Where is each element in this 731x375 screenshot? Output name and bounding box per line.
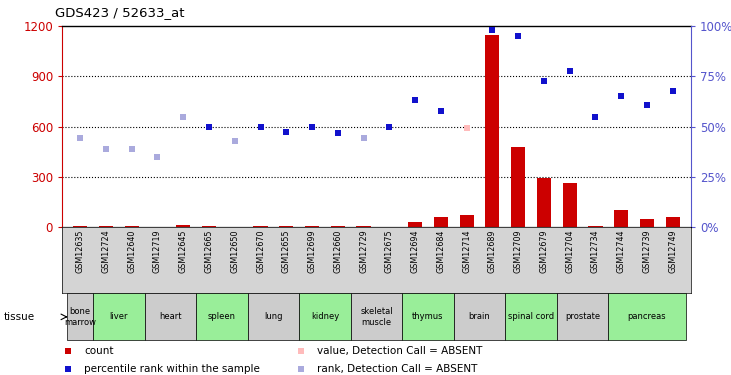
Bar <box>402 294 454 340</box>
Bar <box>505 294 557 340</box>
Bar <box>202 226 216 227</box>
Bar <box>433 217 448 227</box>
Text: GSM12679: GSM12679 <box>539 230 548 273</box>
Text: GSM12719: GSM12719 <box>153 230 162 273</box>
Bar <box>67 294 93 340</box>
Text: GSM12729: GSM12729 <box>359 230 368 273</box>
Bar <box>608 294 686 340</box>
Text: GSM12694: GSM12694 <box>411 230 420 273</box>
Text: GSM12744: GSM12744 <box>617 230 626 273</box>
Text: value, Detection Call = ABSENT: value, Detection Call = ABSENT <box>317 346 482 356</box>
Text: thymus: thymus <box>412 312 444 321</box>
Text: GSM12699: GSM12699 <box>308 230 317 273</box>
Text: GSM12650: GSM12650 <box>230 230 239 273</box>
Text: count: count <box>84 346 113 356</box>
Text: heart: heart <box>159 312 181 321</box>
Text: bone
marrow: bone marrow <box>64 307 96 327</box>
Text: GSM12709: GSM12709 <box>514 230 523 273</box>
Text: GSM12684: GSM12684 <box>436 230 445 273</box>
Text: GSM12704: GSM12704 <box>565 230 575 273</box>
Bar <box>279 226 293 227</box>
Bar <box>588 226 602 227</box>
Bar <box>408 222 423 227</box>
Text: spleen: spleen <box>208 312 236 321</box>
Bar <box>305 226 319 227</box>
Bar <box>454 294 505 340</box>
Bar <box>537 177 551 227</box>
Text: GSM12689: GSM12689 <box>488 230 497 273</box>
Text: spinal cord: spinal cord <box>508 312 554 321</box>
Text: brain: brain <box>469 312 491 321</box>
Text: GSM12670: GSM12670 <box>256 230 265 273</box>
Text: GSM12645: GSM12645 <box>178 230 188 273</box>
Text: prostate: prostate <box>565 312 600 321</box>
Text: GSM12739: GSM12739 <box>643 230 651 273</box>
Text: lung: lung <box>264 312 283 321</box>
Bar <box>557 294 608 340</box>
Bar <box>124 226 139 227</box>
Text: GSM12714: GSM12714 <box>462 230 471 273</box>
Bar <box>93 294 145 340</box>
Bar <box>511 147 526 227</box>
Text: GSM12675: GSM12675 <box>385 230 394 273</box>
Text: tissue: tissue <box>4 312 35 322</box>
Text: GSM12749: GSM12749 <box>668 230 677 273</box>
Bar <box>666 217 680 227</box>
Bar <box>99 226 113 227</box>
Bar <box>357 226 371 227</box>
Text: GDS423 / 52633_at: GDS423 / 52633_at <box>55 6 184 19</box>
Text: GSM12635: GSM12635 <box>76 230 85 273</box>
Bar <box>248 294 299 340</box>
Bar <box>176 225 190 227</box>
Bar <box>73 226 87 227</box>
Bar <box>145 294 196 340</box>
Text: rank, Detection Call = ABSENT: rank, Detection Call = ABSENT <box>317 364 477 374</box>
Text: GSM12655: GSM12655 <box>281 230 291 273</box>
Bar <box>460 215 474 227</box>
Text: kidney: kidney <box>311 312 339 321</box>
Text: GSM12665: GSM12665 <box>205 230 213 273</box>
Bar <box>640 219 654 227</box>
Bar <box>330 225 345 227</box>
Bar <box>254 226 268 227</box>
Text: GSM12734: GSM12734 <box>591 230 600 273</box>
Text: liver: liver <box>110 312 128 321</box>
Bar <box>351 294 402 340</box>
Text: GSM12640: GSM12640 <box>127 230 136 273</box>
Bar <box>614 210 629 227</box>
Text: pancreas: pancreas <box>628 312 667 321</box>
Text: percentile rank within the sample: percentile rank within the sample <box>84 364 260 374</box>
Text: GSM12660: GSM12660 <box>333 230 342 273</box>
Text: skeletal
muscle: skeletal muscle <box>360 307 393 327</box>
Bar <box>196 294 248 340</box>
Bar <box>563 183 577 227</box>
Bar <box>485 34 499 227</box>
Bar <box>299 294 351 340</box>
Text: GSM12724: GSM12724 <box>102 230 110 273</box>
